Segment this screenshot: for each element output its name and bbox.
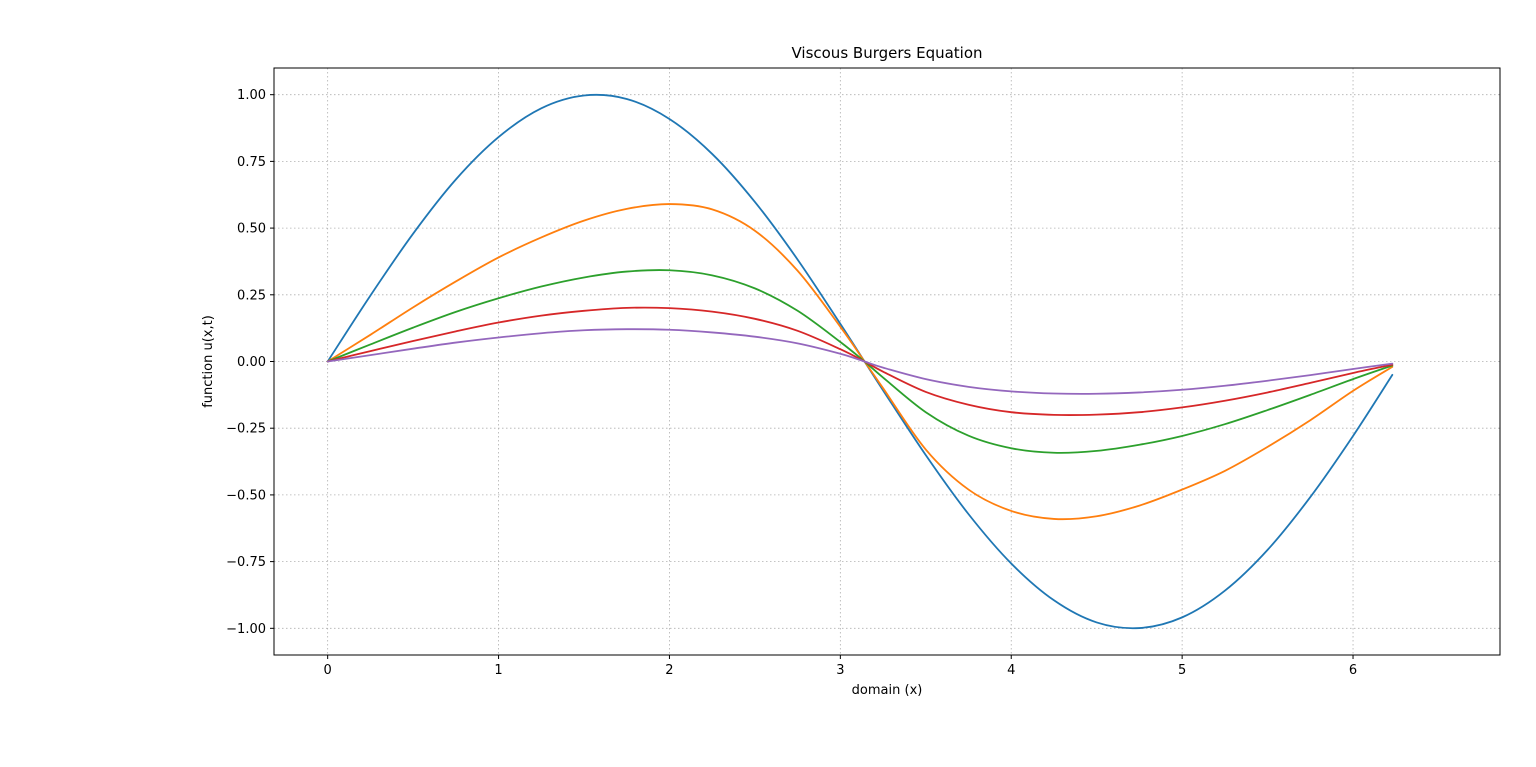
x-tick-label: 3 xyxy=(836,663,844,678)
series-group xyxy=(326,93,1394,630)
series-line-5 xyxy=(326,328,1394,395)
grid xyxy=(274,68,1500,655)
x-tick-label: 0 xyxy=(324,663,332,678)
x-tick-label: 4 xyxy=(1007,663,1015,678)
y-tick-label: 1.00 xyxy=(237,88,266,103)
axis-ticks: 0 1 2 3 4 5 6 1.00 0.75 0.50 0.25 0.00 −0.25 −0.50 −0.… xyxy=(226,88,1357,678)
x-axis-title: domain (x) xyxy=(852,683,923,698)
y-tick-label: −1.00 xyxy=(226,622,266,637)
y-tick-label: 0.25 xyxy=(237,288,266,303)
y-tick-label: 0.50 xyxy=(237,222,266,237)
chart-title: Viscous Burgers Equation xyxy=(791,44,982,62)
y-tick-label: −0.75 xyxy=(226,555,266,570)
x-tick-label: 2 xyxy=(665,663,673,678)
y-tick-label: 0.75 xyxy=(237,155,266,170)
y-tick-label: −0.25 xyxy=(226,422,266,437)
y-axis-title: function u(x,t) xyxy=(201,315,216,408)
x-tick-label: 6 xyxy=(1349,663,1357,678)
y-tick-label: −0.50 xyxy=(226,488,266,503)
x-tick-label: 5 xyxy=(1178,663,1186,678)
y-tick-label: 0.00 xyxy=(237,355,266,370)
x-tick-label: 1 xyxy=(494,663,502,678)
